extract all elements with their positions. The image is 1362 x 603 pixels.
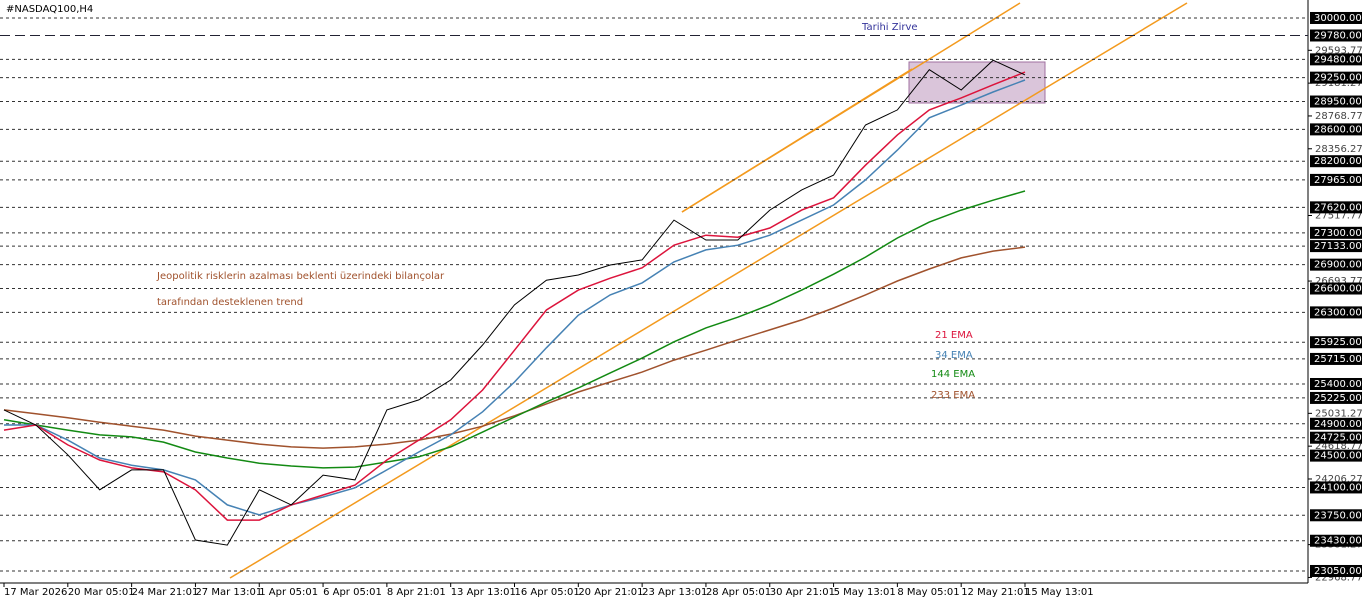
- level-label-box: [1310, 336, 1362, 349]
- level-label-box: [1310, 11, 1362, 24]
- level-label-box: [1310, 201, 1362, 214]
- x-tick-label: 17 Mar 2026: [4, 587, 67, 598]
- x-tick-label: 13 Apr 13:01: [451, 587, 516, 598]
- level-label-box: [1310, 564, 1362, 577]
- x-tick-label: 27 Mar 13:01: [195, 587, 262, 598]
- x-tick-label: 23 Apr 13:01: [642, 587, 707, 598]
- ema-line: [3, 71, 1026, 521]
- y-tick-label: 28768.77: [1315, 111, 1362, 122]
- level-label-box: [1310, 481, 1362, 494]
- x-tick-label: 20 Apr 21:01: [578, 587, 643, 598]
- annotation: Jeopolitik risklerin azalması beklenti ü…: [156, 271, 445, 282]
- level-label-box: [1310, 509, 1362, 522]
- y-tick-label: 29593.77: [1315, 45, 1362, 56]
- ema-line: [3, 190, 1026, 469]
- level-label: 27965.00: [1314, 175, 1362, 186]
- level-label: 24725.00: [1314, 433, 1362, 444]
- level-label-box: [1310, 282, 1362, 295]
- level-label-box: [1310, 534, 1362, 547]
- level-label-box: [1310, 53, 1362, 66]
- legend-label: 34 EMA: [935, 350, 973, 361]
- level-label-box: [1310, 226, 1362, 239]
- level-label-box: [1310, 449, 1362, 462]
- x-tick-label: 12 May 21:01: [961, 587, 1030, 598]
- ema-line: [4, 79, 1026, 516]
- level-label: 23430.00: [1314, 536, 1362, 547]
- x-tick-label: 8 May 05:01: [897, 587, 959, 598]
- x-tick-label: 20 Mar 05:01: [68, 587, 135, 598]
- y-tick-label: 24618.77: [1315, 441, 1362, 452]
- channel-lower: [229, 2, 1188, 579]
- x-tick-label: 16 Apr 05:01: [515, 587, 580, 598]
- level-label: 28600.00: [1314, 124, 1362, 135]
- x-tick-label: 30 Apr 21:01: [770, 587, 835, 598]
- level-label: 24500.00: [1314, 451, 1362, 462]
- channel-upper: [681, 68, 913, 213]
- y-tick-label: 28356.27: [1315, 144, 1362, 155]
- level-label-box: [1310, 155, 1362, 168]
- level-label-box: [1310, 391, 1362, 404]
- level-label: 28950.00: [1314, 97, 1362, 108]
- level-label: 29250.00: [1314, 73, 1362, 84]
- x-tick-label: 6 Apr 05:01: [323, 587, 382, 598]
- y-tick-label: 25031.27: [1315, 408, 1362, 419]
- peak-label: Tarihi Zirve: [861, 22, 918, 33]
- level-label-box: [1310, 123, 1362, 136]
- level-label-box: [1310, 258, 1362, 271]
- level-label-box: [1310, 306, 1362, 319]
- level-label: 26300.00: [1314, 307, 1362, 318]
- level-label: 25400.00: [1314, 379, 1362, 390]
- y-tick-label: 27517.77: [1315, 210, 1362, 221]
- x-tick-label: 5 May 13:01: [834, 587, 896, 598]
- level-label: 24100.00: [1314, 482, 1362, 493]
- level-label: 23050.00: [1314, 566, 1362, 577]
- level-label-box: [1310, 352, 1362, 365]
- legend-label: 21 EMA: [935, 330, 973, 341]
- level-label-box: [1310, 431, 1362, 444]
- chart-title: #NASDAQ100,H4: [6, 4, 93, 15]
- level-label: 28200.00: [1314, 156, 1362, 167]
- level-label: 27300.00: [1314, 228, 1362, 239]
- x-tick-label: 8 Apr 21:01: [387, 587, 446, 598]
- level-label-box: [1310, 29, 1362, 42]
- annotation: tarafından desteklenen trend: [157, 297, 303, 308]
- level-label: 27133.00: [1314, 241, 1362, 252]
- level-label-box: [1310, 240, 1362, 253]
- x-tick-label: 15 May 13:01: [1025, 587, 1094, 598]
- ema-line: [3, 246, 1026, 449]
- level-label-box: [1310, 71, 1362, 84]
- level-label-box: [1310, 95, 1362, 108]
- range-box: [908, 61, 1046, 104]
- level-label: 29780.00: [1314, 30, 1362, 41]
- level-label: 25715.00: [1314, 354, 1362, 365]
- level-label-box: [1310, 173, 1362, 186]
- y-tick-label: 24206.27: [1315, 474, 1362, 485]
- level-label: 25925.00: [1314, 337, 1362, 348]
- level-label-box: [1310, 377, 1362, 390]
- price-line: [3, 59, 1026, 546]
- level-label: 27620.00: [1314, 202, 1362, 213]
- legend-label: 233 EMA: [931, 390, 975, 401]
- x-tick-label: 1 Apr 05:01: [259, 587, 318, 598]
- level-label: 23750.00: [1314, 510, 1362, 521]
- level-label: 30000.00: [1314, 13, 1362, 24]
- legend-label: 144 EMA: [931, 369, 975, 380]
- y-tick-label: 22968.77: [1315, 572, 1362, 583]
- level-label: 29480.00: [1314, 54, 1362, 65]
- x-tick-label: 28 Apr 05:01: [706, 587, 771, 598]
- level-label: 26600.00: [1314, 284, 1362, 295]
- x-tick-label: 24 Mar 21:01: [132, 587, 199, 598]
- y-tick-label: 26693.77: [1315, 276, 1362, 287]
- level-label: 24900.00: [1314, 419, 1362, 430]
- level-label: 26900.00: [1314, 260, 1362, 271]
- level-label: 25225.00: [1314, 393, 1362, 404]
- level-label-box: [1310, 417, 1362, 430]
